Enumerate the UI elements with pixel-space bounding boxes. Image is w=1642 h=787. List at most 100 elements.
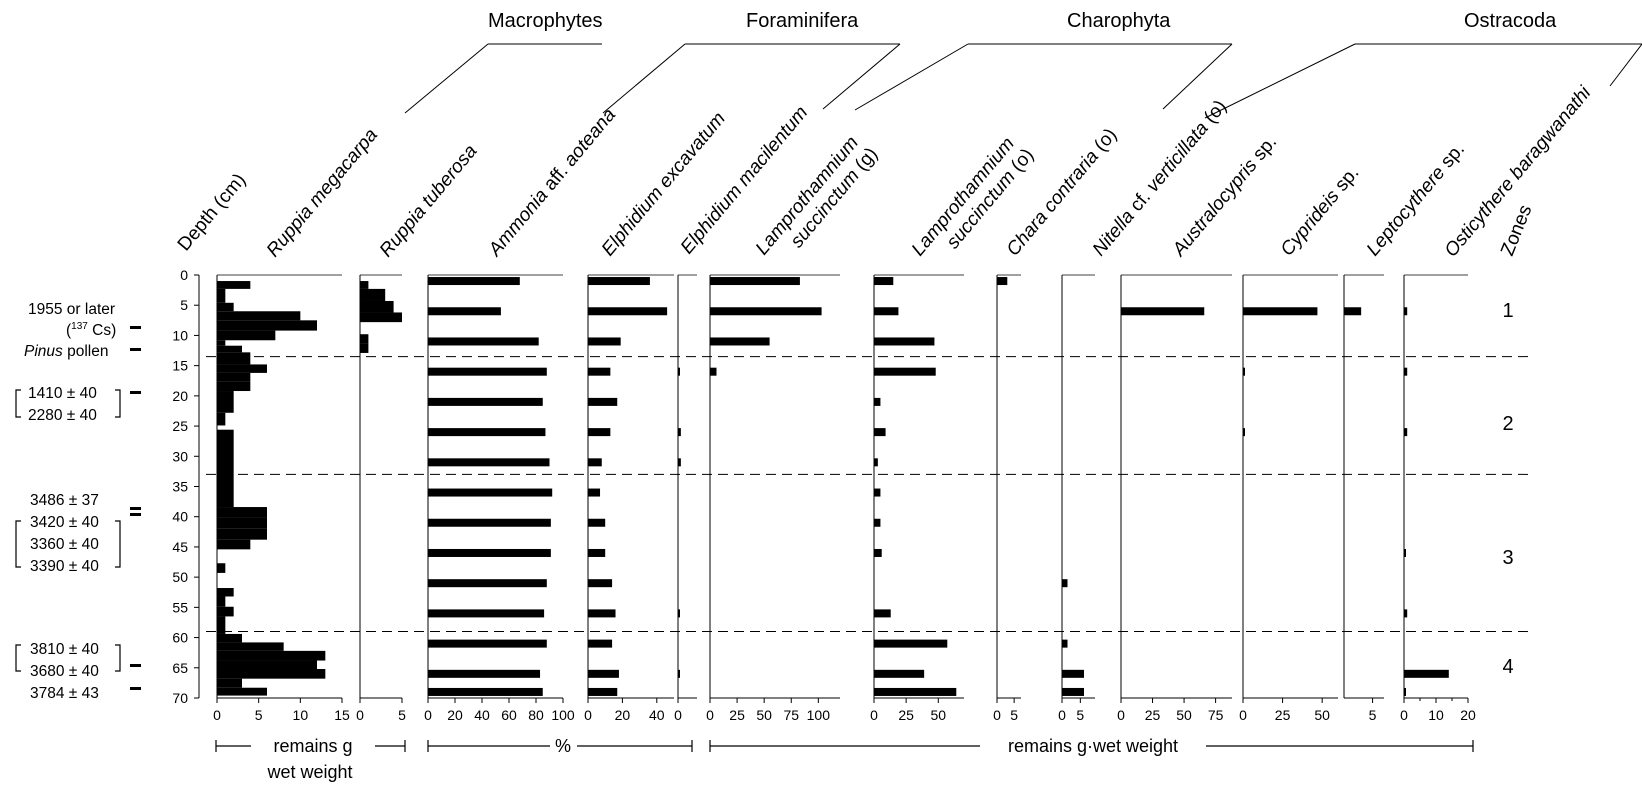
data-bar: [1344, 307, 1362, 316]
x-tick-label: 0: [1400, 707, 1408, 723]
x-tick-label: 0: [213, 707, 221, 723]
pinus-italic: Pinus: [24, 343, 63, 360]
data-bar: [588, 458, 602, 467]
data-bar: [217, 668, 326, 679]
depth-tick-label: 55: [172, 599, 188, 615]
date-3810: 3810 ± 40: [30, 641, 99, 658]
date-marker-cs137: [130, 326, 141, 329]
x-tick-label: 20: [447, 707, 463, 723]
panel-leptocythere-sp: 5: [1343, 274, 1384, 723]
data-bar: [874, 609, 891, 618]
data-bar: [217, 364, 267, 373]
data-bar: [1404, 687, 1406, 696]
taxon-label-part: verticillata: [1139, 114, 1216, 200]
unit-remains-g: remains g: [273, 736, 352, 756]
data-bar: [710, 337, 770, 346]
data-bar: [217, 563, 226, 573]
x-tick-label: 0: [424, 707, 432, 723]
panel-elphidium-excavatum: 0 20 40: [584, 274, 674, 723]
taxon-label-part: aoteana: [556, 105, 620, 175]
zone-labels: 1 2 3 4: [1502, 300, 1513, 678]
depth-tick-label: 15: [172, 358, 188, 374]
data-bar: [588, 337, 621, 346]
depth-tick-label: 5: [180, 297, 188, 313]
depth-tick-label: 45: [172, 539, 188, 555]
data-bar: [428, 548, 551, 557]
panel-ammonia-aff-aoteana: 0 20 40 60 80 100: [424, 274, 575, 723]
data-bar: [217, 678, 242, 688]
taxon-label-part: Cyprideis: [1277, 182, 1347, 260]
bracket-3810: [15, 644, 21, 672]
data-bar: [1404, 367, 1408, 376]
date-marker-3680: [130, 664, 141, 667]
zone-label-4: 4: [1502, 656, 1513, 678]
depth-tick-label: 30: [172, 448, 188, 464]
data-bar: [874, 277, 894, 286]
data-bar: [360, 312, 402, 323]
x-tick-label: 5: [1010, 707, 1018, 723]
data-bar: [588, 397, 618, 406]
date-marker-3486: [130, 507, 141, 510]
depth-tick-label: 25: [172, 418, 188, 434]
data-bar: [874, 397, 881, 406]
data-bar: [1121, 307, 1205, 316]
bracket-3420-right: [115, 520, 121, 568]
data-bar: [1404, 548, 1406, 557]
data-bar: [874, 428, 886, 437]
data-bar: [217, 340, 226, 346]
data-bar: [678, 609, 680, 618]
x-tick-label: 0: [870, 707, 878, 723]
x-tick-label: 0: [356, 707, 364, 723]
data-bar: [217, 588, 234, 597]
data-bar: [217, 650, 326, 661]
date-3390: 3390 ± 40: [30, 558, 99, 575]
bracket-1410-right: [115, 389, 121, 418]
data-bar: [1404, 669, 1449, 678]
data-bar: [360, 288, 386, 301]
data-bar: [217, 402, 234, 413]
x-tick-label: 0: [1058, 707, 1066, 723]
x-tick-label: 5: [255, 707, 263, 723]
data-bar: [678, 428, 681, 437]
depth-tick-label: 20: [172, 388, 188, 404]
x-tick-label: 50: [1176, 707, 1192, 723]
zone-label-1: 1: [1502, 300, 1513, 322]
data-bar: [217, 412, 226, 426]
x-tick-label: 0: [1117, 707, 1125, 723]
taxon-label-nitella-cf-verticillata-o: Nitella cf. verticillata (o): [1089, 96, 1231, 260]
x-tick-label: 50: [1314, 707, 1330, 723]
x-tick-label: 25: [1145, 707, 1161, 723]
x-tick-label: 0: [1239, 707, 1247, 723]
data-bar: [428, 687, 543, 696]
data-bar: [428, 579, 547, 588]
data-bar: [217, 517, 267, 529]
panel-elphidium-macilentum: 0: [674, 274, 697, 723]
data-bar: [428, 458, 550, 467]
data-bar: [678, 367, 680, 376]
data-bar: [588, 488, 601, 497]
date-3360: 3360 ± 40: [30, 536, 99, 553]
data-bar: [588, 687, 618, 696]
taxon-label-part: Australocypris: [1168, 151, 1265, 261]
unit-wet-weight: wet weight: [266, 762, 352, 782]
panel-lamprothamnium-succinctum-o: 0 25 50: [870, 274, 964, 723]
data-bar: [217, 311, 301, 321]
x-tick-label: 15: [334, 707, 350, 723]
x-tick-label: 80: [528, 707, 544, 723]
data-bar: [428, 669, 541, 678]
data-bar: [874, 337, 935, 346]
date-cs137: (137 Cs): [66, 321, 116, 339]
x-tick-label: 50: [756, 707, 772, 723]
data-bar: [428, 488, 553, 497]
data-bar: [217, 302, 234, 312]
data-bar: [217, 539, 251, 550]
data-bar: [1404, 307, 1408, 316]
depth-tick-label: 70: [172, 690, 188, 706]
taxon-label-part: Ruppia megacarpa: [263, 125, 382, 261]
data-bar: [428, 337, 539, 346]
x-tick-label: 25: [898, 707, 914, 723]
data-bar: [678, 458, 681, 467]
